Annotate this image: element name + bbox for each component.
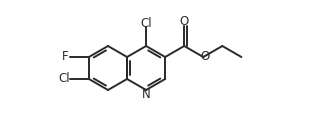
Text: N: N bbox=[142, 88, 150, 102]
Text: O: O bbox=[180, 15, 189, 28]
Text: Cl: Cl bbox=[140, 17, 152, 30]
Text: Cl: Cl bbox=[58, 72, 70, 86]
Text: O: O bbox=[201, 50, 210, 63]
Text: F: F bbox=[62, 51, 69, 63]
